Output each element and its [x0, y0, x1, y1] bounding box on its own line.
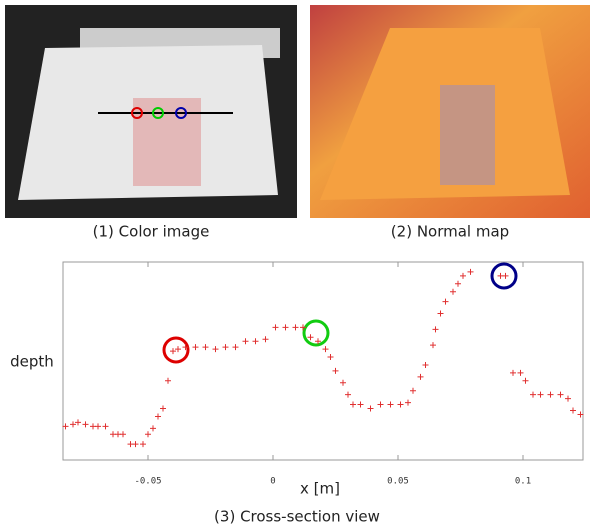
point — [398, 402, 404, 408]
point — [253, 338, 259, 344]
point — [523, 378, 529, 384]
point — [350, 402, 356, 408]
point — [410, 388, 416, 394]
color-image — [5, 5, 297, 218]
point — [213, 346, 219, 352]
point — [455, 281, 461, 287]
point — [308, 334, 314, 340]
point — [358, 402, 364, 408]
caption: (2) Normal map — [391, 223, 509, 241]
point — [443, 299, 449, 305]
point — [378, 402, 384, 408]
point — [418, 374, 424, 380]
point — [345, 392, 351, 398]
x-tick-label: 0.05 — [387, 477, 409, 487]
point — [503, 273, 509, 279]
point — [233, 344, 239, 350]
point — [155, 413, 161, 419]
point — [223, 344, 229, 350]
point — [193, 344, 199, 350]
x-tick-label: 0.1 — [515, 477, 531, 487]
x-axis-label: x [m] — [300, 480, 340, 498]
point — [333, 368, 339, 374]
point — [405, 400, 411, 406]
point — [140, 441, 146, 447]
point — [145, 431, 151, 437]
figure: (1) Color image (2) Normal map depth x [… — [0, 0, 595, 531]
point — [558, 392, 564, 398]
plot-frame — [63, 262, 583, 460]
point — [538, 392, 544, 398]
caption: (3) Cross-section view — [214, 508, 380, 526]
point — [120, 431, 126, 437]
point — [565, 396, 571, 402]
point — [430, 342, 436, 348]
point — [273, 324, 279, 330]
point — [460, 273, 466, 279]
figure-canvas: (1) Color image (2) Normal map depth x [… — [0, 0, 595, 531]
point — [388, 402, 394, 408]
point — [150, 425, 156, 431]
point — [293, 324, 299, 330]
point — [165, 378, 171, 384]
normal-map — [310, 5, 590, 218]
y-axis-label: depth — [10, 353, 54, 371]
point — [438, 310, 444, 316]
point — [243, 338, 249, 344]
x-tick-label: -0.05 — [134, 477, 161, 487]
point — [468, 269, 474, 275]
highlight-circle — [164, 338, 188, 362]
x-tick-label: 0 — [270, 477, 275, 487]
point — [340, 380, 346, 386]
point — [95, 423, 101, 429]
point — [368, 406, 374, 412]
point — [450, 289, 456, 295]
point — [510, 370, 516, 376]
point — [263, 336, 269, 342]
point — [323, 346, 329, 352]
point — [203, 344, 209, 350]
point — [133, 441, 139, 447]
point — [283, 324, 289, 330]
caption: (1) Color image — [93, 223, 210, 241]
point — [160, 406, 166, 412]
point — [423, 362, 429, 368]
point — [530, 392, 536, 398]
point — [518, 370, 524, 376]
point — [548, 392, 554, 398]
point — [328, 354, 334, 360]
point — [433, 326, 439, 332]
point — [103, 423, 109, 429]
point — [570, 408, 576, 414]
point — [83, 421, 89, 427]
